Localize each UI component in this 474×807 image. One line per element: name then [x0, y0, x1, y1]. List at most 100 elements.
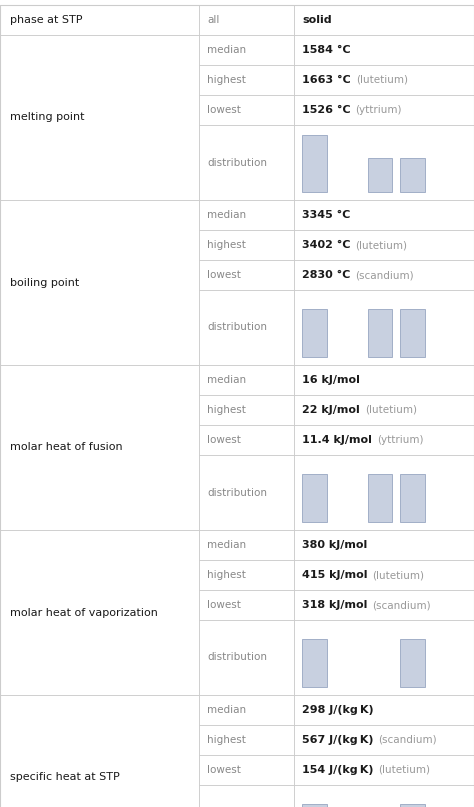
Bar: [294, 260, 474, 290]
Text: all: all: [207, 15, 219, 25]
Text: 415 kJ/mol: 415 kJ/mol: [302, 570, 367, 580]
Bar: [294, 590, 474, 620]
Bar: [302, 135, 327, 192]
Bar: [199, 755, 294, 785]
Text: (lutetium): (lutetium): [356, 75, 408, 85]
Text: 380 kJ/mol: 380 kJ/mol: [302, 540, 367, 550]
Bar: [294, 530, 474, 560]
Text: distribution: distribution: [207, 653, 267, 663]
Text: 567 J/(kg K): 567 J/(kg K): [302, 735, 374, 745]
Text: (scandium): (scandium): [379, 735, 437, 745]
Text: median: median: [207, 210, 246, 220]
Text: (yttrium): (yttrium): [377, 435, 423, 445]
Bar: [199, 125, 294, 200]
Bar: [294, 620, 474, 695]
Bar: [294, 125, 474, 200]
Bar: [294, 230, 474, 260]
Text: 22 kJ/mol: 22 kJ/mol: [302, 405, 360, 415]
Text: phase at STP: phase at STP: [10, 15, 82, 25]
Text: 298 J/(kg K): 298 J/(kg K): [302, 705, 374, 715]
Text: melting point: melting point: [10, 112, 84, 123]
Text: 1663 °C: 1663 °C: [302, 75, 351, 85]
Bar: [0, 365, 199, 530]
Text: (yttrium): (yttrium): [356, 105, 402, 115]
Bar: [199, 455, 294, 530]
Text: highest: highest: [207, 735, 246, 745]
Text: boiling point: boiling point: [10, 278, 79, 287]
Bar: [199, 200, 294, 230]
Bar: [199, 395, 294, 425]
Bar: [199, 725, 294, 755]
Bar: [302, 474, 327, 522]
Text: 154 J/(kg K): 154 J/(kg K): [302, 765, 374, 775]
Text: specific heat at STP: specific heat at STP: [10, 772, 120, 783]
Text: molar heat of fusion: molar heat of fusion: [10, 442, 123, 453]
Text: highest: highest: [207, 405, 246, 415]
Bar: [199, 230, 294, 260]
Text: (lutetium): (lutetium): [379, 765, 430, 775]
Bar: [294, 785, 474, 807]
Bar: [199, 65, 294, 95]
Text: median: median: [207, 705, 246, 715]
Bar: [294, 95, 474, 125]
Bar: [401, 638, 425, 687]
Bar: [0, 35, 199, 200]
Bar: [199, 530, 294, 560]
Text: 3345 °C: 3345 °C: [302, 210, 350, 220]
Bar: [302, 804, 327, 807]
Text: (lutetium): (lutetium): [373, 570, 425, 580]
Text: lowest: lowest: [207, 600, 241, 610]
Text: 1584 °C: 1584 °C: [302, 45, 351, 55]
Text: (lutetium): (lutetium): [356, 240, 408, 250]
Bar: [294, 290, 474, 365]
Bar: [294, 200, 474, 230]
Bar: [294, 755, 474, 785]
Text: distribution: distribution: [207, 157, 267, 168]
Bar: [0, 5, 199, 35]
Bar: [199, 5, 294, 35]
Text: highest: highest: [207, 240, 246, 250]
Bar: [0, 530, 199, 695]
Text: 16 kJ/mol: 16 kJ/mol: [302, 375, 360, 385]
Text: median: median: [207, 45, 246, 55]
Bar: [199, 260, 294, 290]
Bar: [294, 395, 474, 425]
Bar: [0, 695, 199, 807]
Bar: [294, 455, 474, 530]
Bar: [199, 425, 294, 455]
Text: median: median: [207, 540, 246, 550]
Text: distribution: distribution: [207, 323, 267, 332]
Bar: [0, 200, 199, 365]
Bar: [199, 35, 294, 65]
Bar: [302, 308, 327, 357]
Text: 1526 °C: 1526 °C: [302, 105, 351, 115]
Text: (scandium): (scandium): [356, 270, 414, 280]
Text: (scandium): (scandium): [373, 600, 431, 610]
Bar: [302, 638, 327, 687]
Text: lowest: lowest: [207, 435, 241, 445]
Text: highest: highest: [207, 570, 246, 580]
Bar: [294, 65, 474, 95]
Bar: [294, 725, 474, 755]
Bar: [401, 158, 425, 192]
Bar: [294, 5, 474, 35]
Bar: [199, 785, 294, 807]
Bar: [294, 695, 474, 725]
Text: highest: highest: [207, 75, 246, 85]
Text: 2830 °C: 2830 °C: [302, 270, 350, 280]
Bar: [199, 290, 294, 365]
Bar: [368, 474, 392, 522]
Text: (lutetium): (lutetium): [365, 405, 417, 415]
Bar: [199, 365, 294, 395]
Bar: [199, 620, 294, 695]
Bar: [199, 560, 294, 590]
Text: distribution: distribution: [207, 487, 267, 497]
Bar: [368, 158, 392, 192]
Text: lowest: lowest: [207, 765, 241, 775]
Bar: [199, 590, 294, 620]
Bar: [294, 365, 474, 395]
Text: 3402 °C: 3402 °C: [302, 240, 350, 250]
Bar: [368, 308, 392, 357]
Bar: [401, 308, 425, 357]
Text: lowest: lowest: [207, 270, 241, 280]
